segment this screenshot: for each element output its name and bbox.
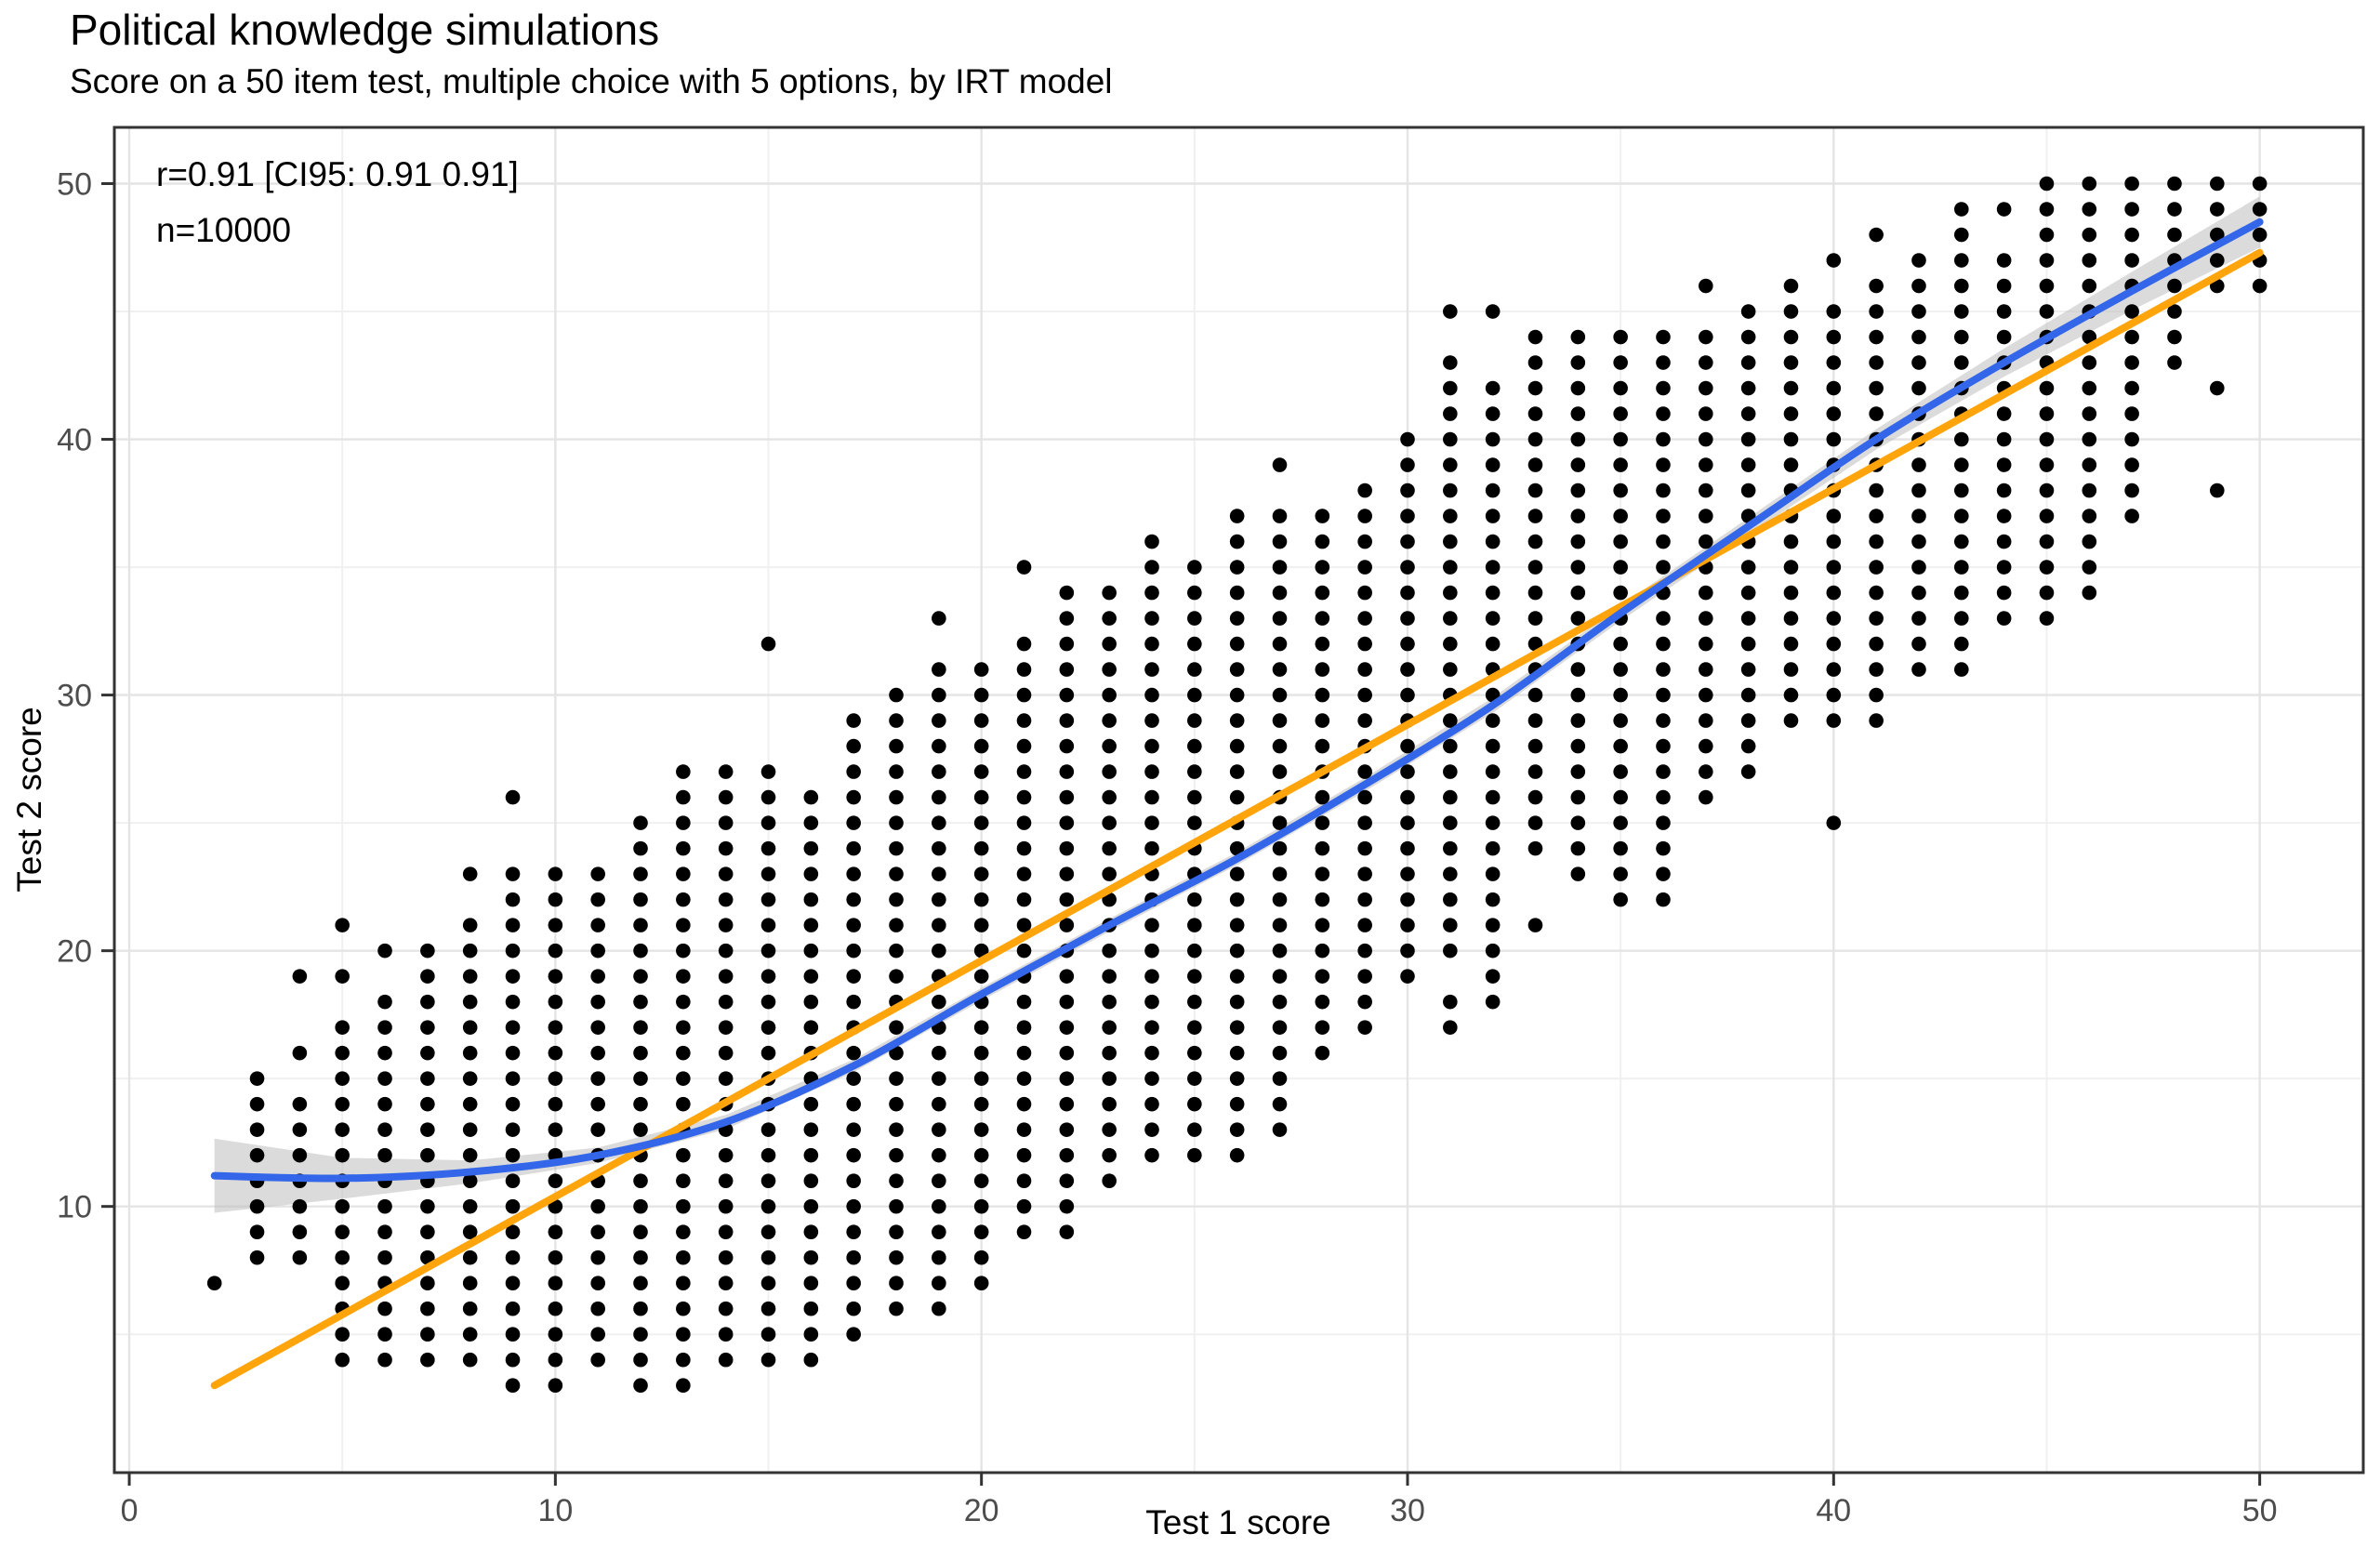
svg-text:20: 20 <box>57 934 92 970</box>
svg-text:40: 40 <box>57 423 92 458</box>
x-tick-labels: 0 10 20 30 40 50 <box>121 1493 2278 1528</box>
y-axis-title: Test 2 score <box>10 707 48 892</box>
svg-text:10: 10 <box>537 1493 573 1528</box>
panel-border <box>112 126 2365 1474</box>
svg-text:0: 0 <box>121 1493 139 1528</box>
chart-title: Political knowledge simulations <box>70 6 659 54</box>
annotation-correlation: r=0.91 [CI95: 0.91 0.91] <box>156 155 519 193</box>
svg-text:50: 50 <box>2242 1493 2278 1528</box>
scatter-points <box>206 176 2268 1394</box>
x-axis-title: Test 1 score <box>1145 1503 1330 1541</box>
loess-line <box>210 218 2264 1183</box>
svg-text:20: 20 <box>964 1493 999 1528</box>
y-tick-labels: 10 20 30 40 50 <box>57 167 92 1225</box>
svg-text:40: 40 <box>1816 1493 1851 1528</box>
chart-subtitle: Score on a 50 item test, multiple choice… <box>70 62 1113 100</box>
annotation-sample-size: n=10000 <box>156 211 291 249</box>
svg-text:10: 10 <box>57 1190 92 1225</box>
linear-fit-line <box>210 248 2264 1390</box>
svg-text:30: 30 <box>57 679 92 714</box>
svg-text:30: 30 <box>1390 1493 1425 1528</box>
axis-tick-marks <box>101 182 2262 1486</box>
svg-text:50: 50 <box>57 167 92 203</box>
